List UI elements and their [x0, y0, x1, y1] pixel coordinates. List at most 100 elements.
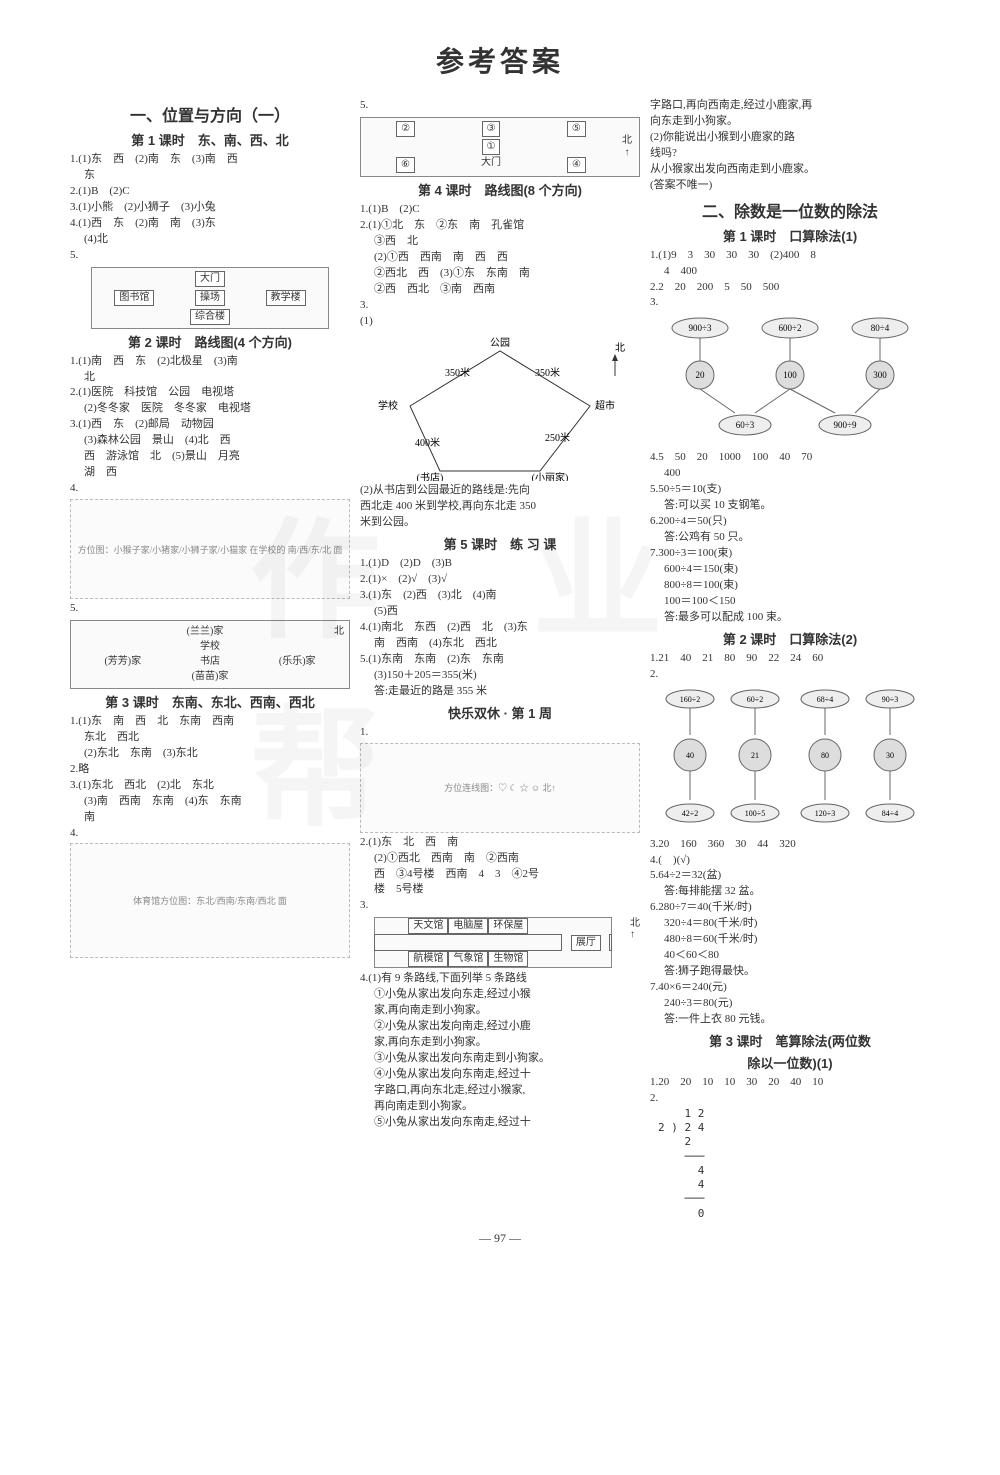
text-line: 3.(1)小熊 (2)小狮子 (3)小兔	[70, 200, 350, 216]
text-line: 3.	[360, 898, 640, 914]
text-line: (3)森林公园 景山 (4)北 西	[70, 433, 350, 449]
text-line: 答:狮子跑得最快。	[650, 964, 930, 980]
svg-text:北: 北	[615, 342, 625, 354]
text-line: 3.(1)东 (2)西 (3)北 (4)南	[360, 588, 640, 604]
figure-route-map: 公园 学校 超市 (书店) (小丽家) 350米 350米 400米 250米 …	[370, 331, 630, 481]
svg-text:超市: 超市	[595, 399, 615, 412]
text-line: 1.(1)D (2)D (3)B	[360, 556, 640, 572]
text-line: 字路口,再向西南走,经过小鹿家,再	[650, 98, 930, 114]
label: (兰兰)家	[187, 626, 224, 638]
text-line: 西 ③4号楼 西南 4 3 ④2号	[360, 867, 640, 883]
page-title: 参考答案	[70, 40, 930, 80]
text-line: ③西 北	[360, 234, 640, 250]
text-line: 600÷4＝150(束)	[650, 562, 930, 578]
svg-text:60÷3: 60÷3	[736, 420, 755, 430]
text-line: 800÷8＝100(束)	[650, 578, 930, 594]
north-label: 北↑	[630, 914, 640, 940]
text-line: 1.20 20 10 10 30 20 40 10	[650, 1075, 930, 1091]
text-line: 1.(1)9 3 30 30 30 (2)400 8	[650, 248, 930, 264]
cell: 气象馆	[448, 951, 488, 967]
cell: 电脑屋	[448, 918, 488, 934]
text-line: 5.64÷2＝32(盆)	[650, 868, 930, 884]
label: 书店	[200, 656, 220, 668]
text-line: ①小兔从家出发向东走,经过小猴	[360, 987, 640, 1003]
svg-text:学校: 学校	[378, 399, 398, 412]
text-line: ④小兔从家出发向东南走,经过十	[360, 1067, 640, 1083]
svg-text:160÷2: 160÷2	[680, 695, 700, 704]
text-line: ⑤小兔从家出发向东南走,经过十	[360, 1115, 640, 1131]
text-line: 3.(1)东北 西北 (2)北 东北	[70, 778, 350, 794]
text-line: 4.	[70, 826, 350, 842]
text-line: 4.(1)西 东 (2)南 南 (3)东	[70, 216, 350, 232]
svg-text:60÷2: 60÷2	[747, 695, 763, 704]
svg-text:(小丽家): (小丽家)	[532, 471, 569, 481]
text-line: 5.(1)东南 东南 (2)东 东南	[360, 652, 640, 668]
text-line: 答:每排能摆 32 盆。	[650, 884, 930, 900]
cell: 环保屋	[488, 918, 528, 934]
north-label: 北↑	[618, 135, 636, 159]
box: 教学楼	[266, 290, 306, 306]
text-line: (2)冬冬家 医院 冬冬家 电视塔	[70, 401, 350, 417]
figure-tree-2: 160÷2 60÷2 68÷4 90÷3 40 21 80 30 42÷2 10…	[655, 685, 925, 835]
text-line: 3.	[650, 295, 930, 311]
svg-text:30: 30	[886, 751, 894, 760]
text-line: 1.(1)南 西 东 (2)北极星 (3)南	[70, 354, 350, 370]
box: 综合楼	[190, 309, 230, 325]
svg-text:42÷2: 42÷2	[682, 809, 698, 818]
svg-text:80: 80	[821, 751, 829, 760]
box: 操场	[195, 290, 225, 306]
text-line: (答案不唯一)	[650, 178, 930, 194]
text-line: 线吗?	[650, 146, 930, 162]
text-line: 5.	[70, 601, 350, 617]
lesson-2-title: 第 2 课时 路线图(4 个方向)	[70, 332, 350, 351]
svg-text:21: 21	[751, 751, 759, 760]
figure-animals-map: 方位图：小猴子家/小猪家/小狮子家/小猫家 在学校的 南/西/东/北 面	[70, 499, 350, 599]
svg-text:400米: 400米	[415, 436, 440, 449]
text-line: 4.(1)有 9 条路线,下面列举 5 条路线	[360, 971, 640, 987]
text-line: (1)	[360, 314, 640, 330]
text-line: 2.(1)× (2)√ (3)√	[360, 572, 640, 588]
box: ⑥	[396, 157, 415, 173]
text-line: 3.20 160 360 30 44 320	[650, 837, 930, 853]
box: ③	[482, 121, 501, 137]
figure-venue: ② ③ ⑤ ① ⑥ 大门 ④ 北↑	[360, 117, 640, 177]
column-2: 5. ② ③ ⑤ ① ⑥ 大门 ④ 北↑ 第 4 课时 路线图(8 个方向) 1…	[360, 98, 640, 1221]
text-line: 答:走最近的路是 355 米	[360, 684, 640, 700]
text-line: (2)东北 东南 (3)东北	[70, 746, 350, 762]
box: ①	[482, 139, 501, 155]
text-line: 家,再向东走到小狗家。	[360, 1035, 640, 1051]
text-line: 4.( )(√)	[650, 853, 930, 869]
div-lesson-2-title: 第 2 课时 口算除法(2)	[650, 629, 930, 648]
text-line: (4)北	[70, 232, 350, 248]
text-line: (3)150＋205＝355(米)	[360, 668, 640, 684]
column-1: 一、位置与方向（一） 第 1 课时 东、南、西、北 1.(1)东 西 (2)南 …	[70, 98, 350, 1221]
text-line: 6.280÷7＝40(千米/时)	[650, 900, 930, 916]
text-line: 2.(1)东 北 西 南	[360, 835, 640, 851]
text-line: 答:一件上衣 80 元钱。	[650, 1012, 930, 1028]
text-line: (2)从书店到公园最近的路线是:先向	[360, 483, 640, 499]
text-line: 东北 西北	[70, 730, 350, 746]
text-line: 楼 5号楼	[360, 882, 640, 898]
box: ②	[396, 121, 415, 137]
text-line: 5.	[360, 98, 640, 114]
text-line: 1.(1)东 西 (2)南 东 (3)南 西	[70, 152, 350, 168]
text-line: 6.200÷4＝50(只)	[650, 514, 930, 530]
text-line: 400	[650, 466, 930, 482]
svg-text:350米: 350米	[535, 366, 560, 379]
svg-text:250米: 250米	[545, 431, 570, 444]
text-line: 字路口,再向东北走,经过小猴家,	[360, 1083, 640, 1099]
figure-gym-map: 体育馆方位图：东北/西南/东南/西北 面	[70, 843, 350, 958]
text-line: 南 西南 (4)东北 西北	[360, 636, 640, 652]
column-3: 字路口,再向西南走,经过小鹿家,再 向东走到小狗家。 (2)你能说出小猴到小鹿家…	[650, 98, 930, 1221]
text-line: 再向南走到小狗家。	[360, 1099, 640, 1115]
text-line: 40＜60＜80	[650, 948, 930, 964]
figure-symbols: 方位连线图：♡ ☾ ☆ ☺ 北↑	[360, 743, 640, 833]
div-lesson-3-title: 第 3 课时 笔算除法(两位数	[650, 1031, 930, 1050]
text-line: 4.5 50 20 1000 100 40 70	[650, 450, 930, 466]
cell: 展厅	[571, 935, 601, 951]
text-line: 2.	[650, 1091, 930, 1107]
text-line: 2.(1)①北 东 ②东 南 孔雀馆	[360, 218, 640, 234]
text-line: 家,再向南走到小狗家。	[360, 1003, 640, 1019]
text-line: 1.	[360, 725, 640, 741]
label: 北	[334, 626, 344, 638]
